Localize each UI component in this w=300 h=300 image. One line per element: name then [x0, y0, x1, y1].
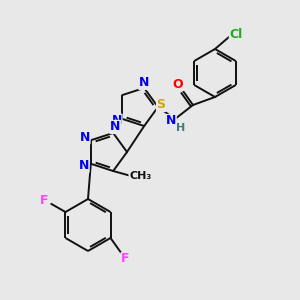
Text: F: F: [40, 194, 49, 206]
Text: F: F: [121, 253, 130, 266]
Text: N: N: [79, 159, 89, 172]
Text: S: S: [157, 98, 166, 112]
Text: N: N: [139, 76, 149, 89]
Text: Cl: Cl: [230, 28, 243, 40]
Text: N: N: [110, 121, 120, 134]
Text: CH₃: CH₃: [129, 171, 151, 181]
Text: N: N: [112, 114, 122, 127]
Text: H: H: [176, 123, 186, 133]
Text: N: N: [80, 131, 90, 144]
Text: N: N: [166, 115, 176, 128]
Text: O: O: [173, 77, 183, 91]
